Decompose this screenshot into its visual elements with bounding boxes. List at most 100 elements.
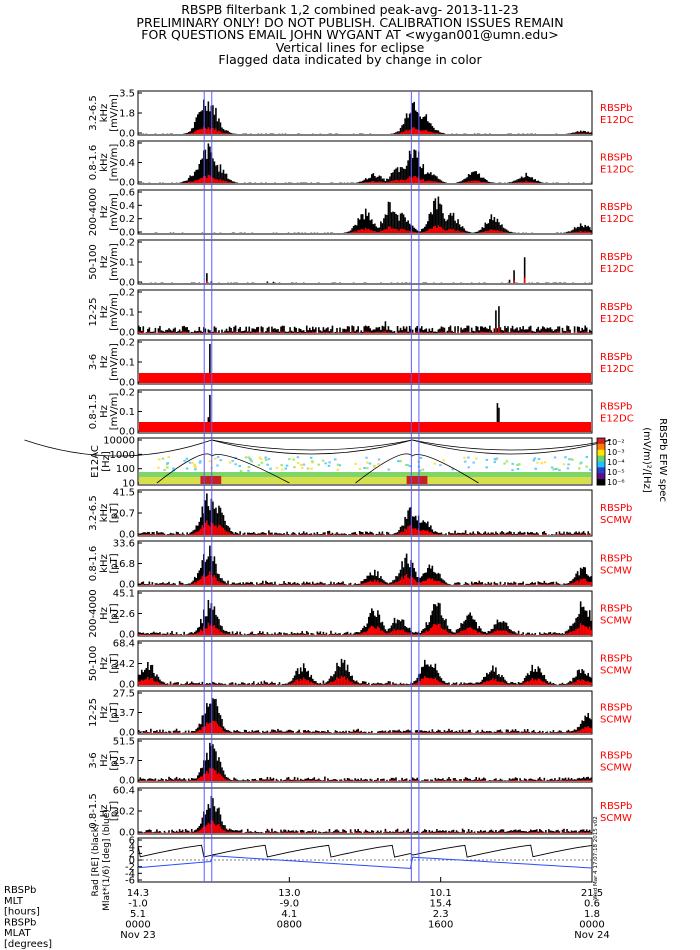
spectrogram-speck (161, 457, 165, 460)
axis-unit-label: [pT] (109, 503, 120, 523)
spectrogram-speck (503, 462, 506, 465)
colorbar-frame (596, 437, 606, 486)
cyclotron-line (211, 439, 413, 455)
spectrogram-speck (485, 458, 489, 461)
spectrogram-speck (558, 469, 561, 472)
spectrogram-speck (439, 464, 442, 467)
data-series (137, 599, 593, 635)
colorbar-title: RBSPb EFW spec (657, 418, 668, 502)
spectrogram-speck (377, 463, 380, 466)
spectrogram-speck (244, 456, 248, 459)
y-tick-label: 0.0 (119, 328, 135, 339)
panel-frame (137, 189, 593, 235)
spectrogram-speck (328, 461, 331, 464)
header-line-5: Flagged data indicated by change in colo… (218, 52, 482, 67)
spectrogram-speck (249, 458, 252, 461)
instrument-label: E12DC (600, 165, 634, 176)
y-tick-label: 0.0 (119, 278, 135, 289)
panel-2: 0.8-1.6 kHz [mV/m] (88, 140, 593, 185)
colorbar-swatch (597, 473, 605, 480)
spectrogram-speck (404, 464, 408, 467)
spectrogram-speck (247, 465, 251, 468)
y-tick-label: 0.4 (119, 201, 135, 212)
y-tick-label: 0.1 (119, 358, 135, 369)
panel-8: E12AC [Hz] (mV/m)²/[Hz] RBSPb EFW spec (24, 418, 668, 502)
spectrogram-speck (511, 469, 514, 472)
colorbar-tick-label: 10⁻² (607, 438, 625, 447)
spectrogram-speck (167, 456, 170, 459)
spectrogram-speck (299, 463, 303, 466)
axis-band-label: 3-6 (88, 752, 99, 768)
instrument-label: E12DC (600, 115, 634, 126)
instrument-label: SCMW (600, 715, 632, 726)
spectrogram-speck (216, 464, 219, 467)
spectrogram-speck (250, 460, 254, 463)
y-tick-label: 0.8 (119, 139, 135, 150)
y-tick-label: 0.1 (119, 258, 135, 269)
y-tick-label: 22.6 (113, 609, 135, 620)
spectrogram-speck (493, 458, 497, 461)
spectrogram-speck (511, 462, 514, 465)
satellite-label: RBSPb (600, 703, 632, 714)
spectrogram-speck (284, 467, 288, 470)
axis-unit-label: [pT] (109, 702, 120, 722)
y-tick-label: 10 (122, 479, 135, 490)
data-series (142, 99, 593, 134)
panel-1: 3.2-6.5 kHz [mV/m] (88, 90, 593, 136)
spectrogram-speck (280, 464, 283, 467)
spectrogram-speck (562, 463, 566, 466)
axis-freq-unit: kHz (99, 153, 110, 172)
y-tick-label: 0.1 (119, 407, 135, 418)
spectrogram-speck (309, 456, 313, 459)
axis-band-label: 0.8-1.6 (88, 145, 99, 180)
y-tick-label: 0.0 (119, 530, 135, 541)
satellite-label: RBSPb (600, 352, 632, 363)
spectrogram-speck (185, 467, 189, 470)
spectrogram-speck (311, 461, 315, 464)
colorbar-tick-label: 10⁻⁵ (607, 468, 625, 477)
panel-5: 12-25 Hz [mV/m] (88, 289, 593, 335)
spectrogram-speck (568, 458, 571, 461)
spectrogram-speck (198, 461, 202, 464)
spectrogram-speck (213, 457, 217, 460)
panel-frame (137, 437, 593, 486)
satellite-label: RBSPb (600, 252, 632, 263)
spectrogram-speck (397, 460, 400, 463)
axis-band-label: 3.2-6.5 (88, 95, 99, 130)
spectrogram-speck (193, 463, 197, 466)
spectrogram-speck (585, 465, 588, 468)
axis-unit-label: [Hz] (101, 451, 112, 472)
axis-freq-unit: Hz (99, 306, 110, 319)
panel-10: 0.8-1.6 kHz [pT] (88, 540, 593, 587)
panel-6: 3-6 Hz [mV/m] (88, 339, 593, 385)
instrument-label: SCMW (600, 666, 632, 677)
spectrogram-speck (377, 458, 381, 461)
spectrogram-speck (433, 462, 437, 465)
y-tick-label: 0.0 (119, 427, 135, 438)
y-tick-label: 16.8 (113, 559, 135, 570)
data-series (142, 143, 593, 183)
spectrogram-speck (267, 458, 271, 461)
axis-unit-label: [pT] (109, 553, 120, 573)
spectrogram-speck (540, 462, 543, 465)
spectrogram-speck (566, 467, 570, 470)
instrument-label: E12DC (600, 414, 634, 425)
spectrogram-speck (336, 468, 340, 471)
y-tick-label: 0.4 (119, 158, 135, 169)
satellite-label: RBSPb (600, 402, 632, 413)
spectrogram-speck (418, 469, 422, 472)
instrument-label: E12DC (600, 364, 634, 375)
spectrogram-speck (247, 469, 250, 472)
axis-label: E12AC (90, 445, 101, 478)
spectrogram-speck (467, 466, 470, 469)
axis-band-label: 3-6 (88, 354, 99, 370)
y-tick-label: 0.0 (119, 728, 135, 739)
spectrogram-speck (467, 456, 470, 459)
spectrogram-speck (231, 459, 234, 462)
axis-freq-unit: Hz (99, 356, 110, 369)
axis-freq-unit: Hz (99, 206, 110, 219)
spectrogram-speck (366, 461, 369, 464)
spectrogram-speck (475, 457, 478, 460)
header-line-1: RBSPB filterbank 1,2 combined peak-avg- … (181, 2, 519, 17)
